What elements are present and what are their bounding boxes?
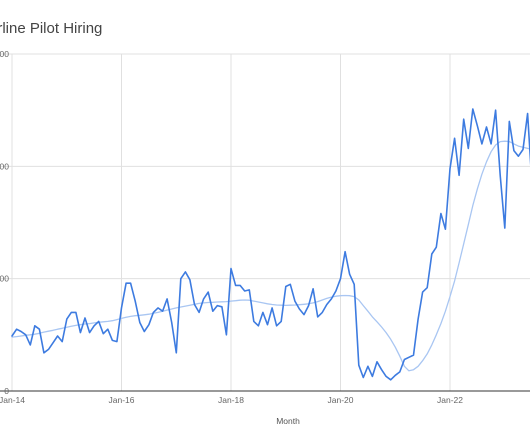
x-tick-label: Jan-16 (109, 395, 135, 405)
x-tick-label: Jan-14 (0, 395, 25, 405)
tick-layer: Jan-14 Jan-16 Jan-18 Jan-20 Jan-22 0 500 1000 15… (0, 49, 463, 405)
y-tick-label: 1000 (0, 161, 9, 171)
y-tick-label: 500 (0, 274, 9, 284)
grid-layer (0, 53, 530, 392)
y-tick-label: 1500 (0, 49, 9, 59)
x-tick-label: Jan-20 (328, 395, 354, 405)
y-tick-label: 0 (4, 386, 9, 396)
chart-title: Airline Pilot Hiring (0, 20, 102, 37)
x-axis-label: Month (276, 416, 300, 426)
series-line-monthly (11, 108, 530, 381)
x-tick-label: Jan-18 (218, 395, 244, 405)
x-tick-label: Jan-22 (437, 395, 463, 405)
series-line-trend (11, 140, 530, 372)
series-layer (11, 108, 530, 381)
